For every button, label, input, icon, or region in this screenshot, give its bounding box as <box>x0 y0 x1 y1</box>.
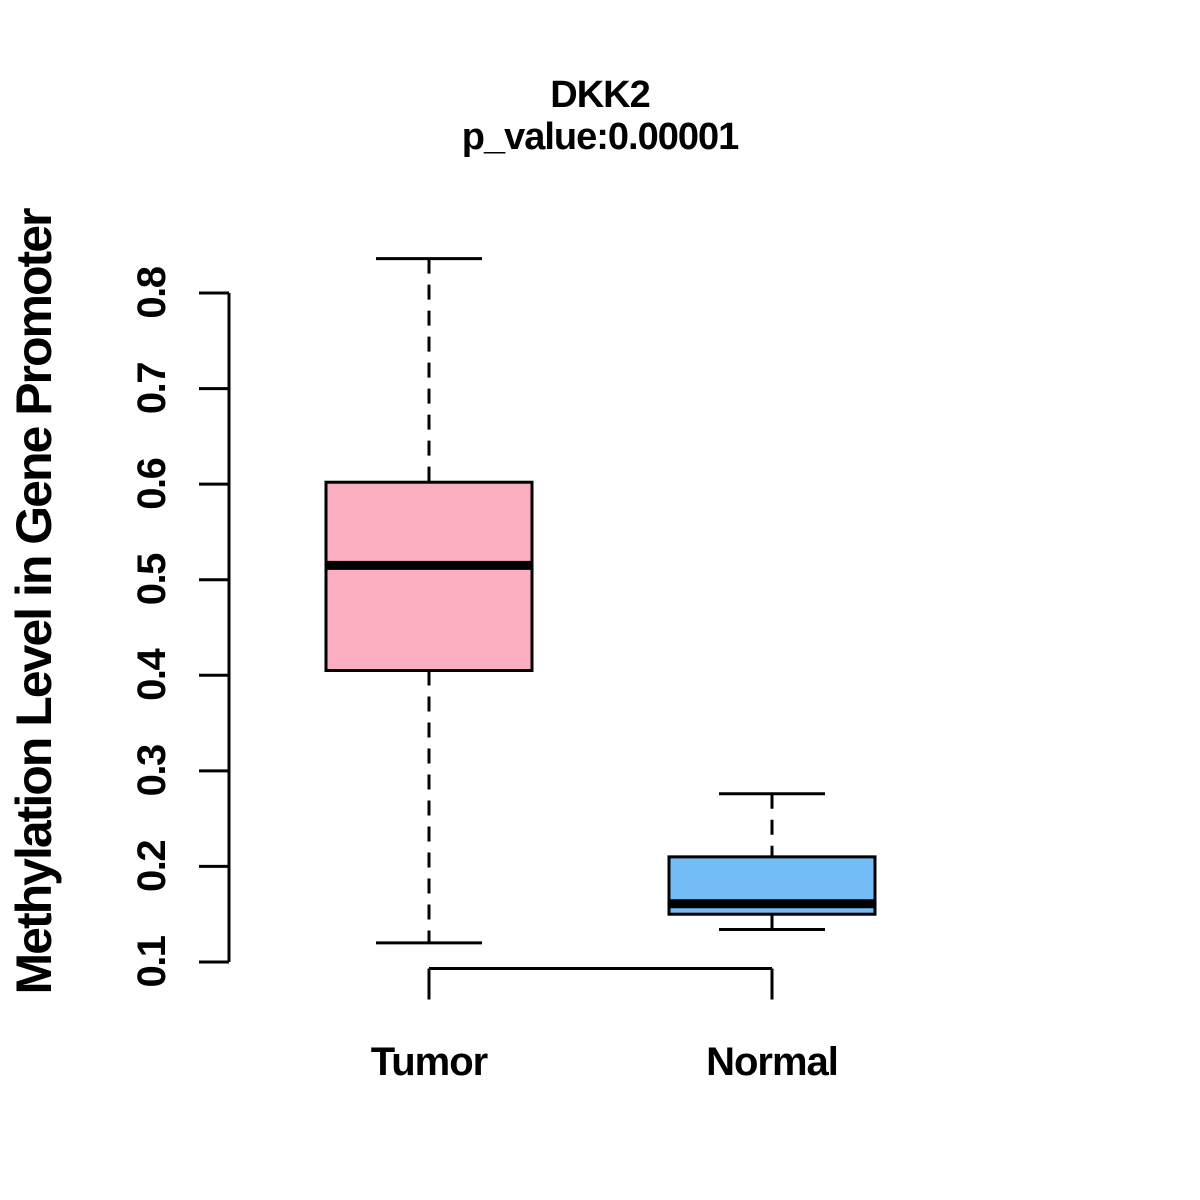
chart-title: DKK2 <box>550 74 650 116</box>
y-axis-tick-label: 0.4 <box>130 647 174 700</box>
category-label-normal: Normal <box>706 1040 838 1084</box>
y-axis-tick-label: 0.3 <box>130 745 174 796</box>
y-axis-tick-label: 0.6 <box>130 458 174 509</box>
y-axis-tick-label: 0.8 <box>130 266 174 318</box>
y-axis-tick-label: 0.5 <box>130 553 174 605</box>
tumor-box <box>324 480 534 673</box>
chart-subtitle: p_value:0.00001 <box>461 116 740 158</box>
y-axis-tick-label: 0.1 <box>130 935 174 987</box>
category-label-tumor: Tumor <box>371 1040 488 1084</box>
y-axis-tick-label: 0.2 <box>130 841 174 892</box>
y-axis-tick-label: 0.7 <box>130 363 174 414</box>
